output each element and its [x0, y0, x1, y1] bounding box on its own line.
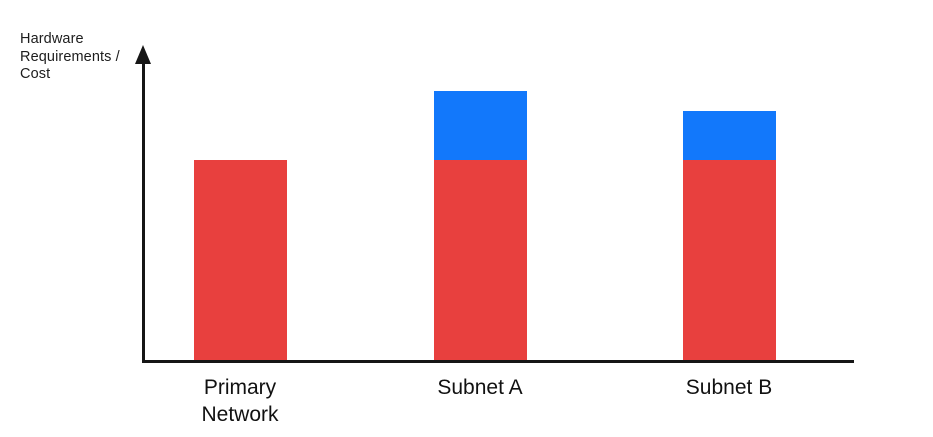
- x-tick-label-subnet-a: Subnet A: [437, 376, 523, 399]
- bar-primary-network: [194, 160, 287, 360]
- bar-segment-base-cost: [683, 160, 776, 360]
- y-axis-label: Hardware Requirements / Cost: [20, 31, 120, 84]
- y-axis-label-line: Requirements /: [20, 48, 120, 65]
- x-tick-label-subnet-b: Subnet B: [685, 376, 773, 399]
- x-tick-label-primary-network: Primary Network: [201, 376, 279, 426]
- y-axis-label-line: Hardware: [20, 31, 84, 47]
- bar-subnet-b: [683, 111, 776, 360]
- bar-segment-base-cost: [194, 160, 287, 360]
- bar-segment-added-cost: [434, 91, 527, 160]
- x-axis-line: [142, 360, 854, 363]
- bar-subnet-a: [434, 91, 527, 360]
- bar-segment-base-cost: [434, 160, 527, 360]
- bar-segment-added-cost: [683, 111, 776, 160]
- y-axis-line: [142, 58, 145, 363]
- y-axis-label-line: Cost: [20, 66, 51, 82]
- y-axis-arrowhead-icon: [135, 45, 151, 64]
